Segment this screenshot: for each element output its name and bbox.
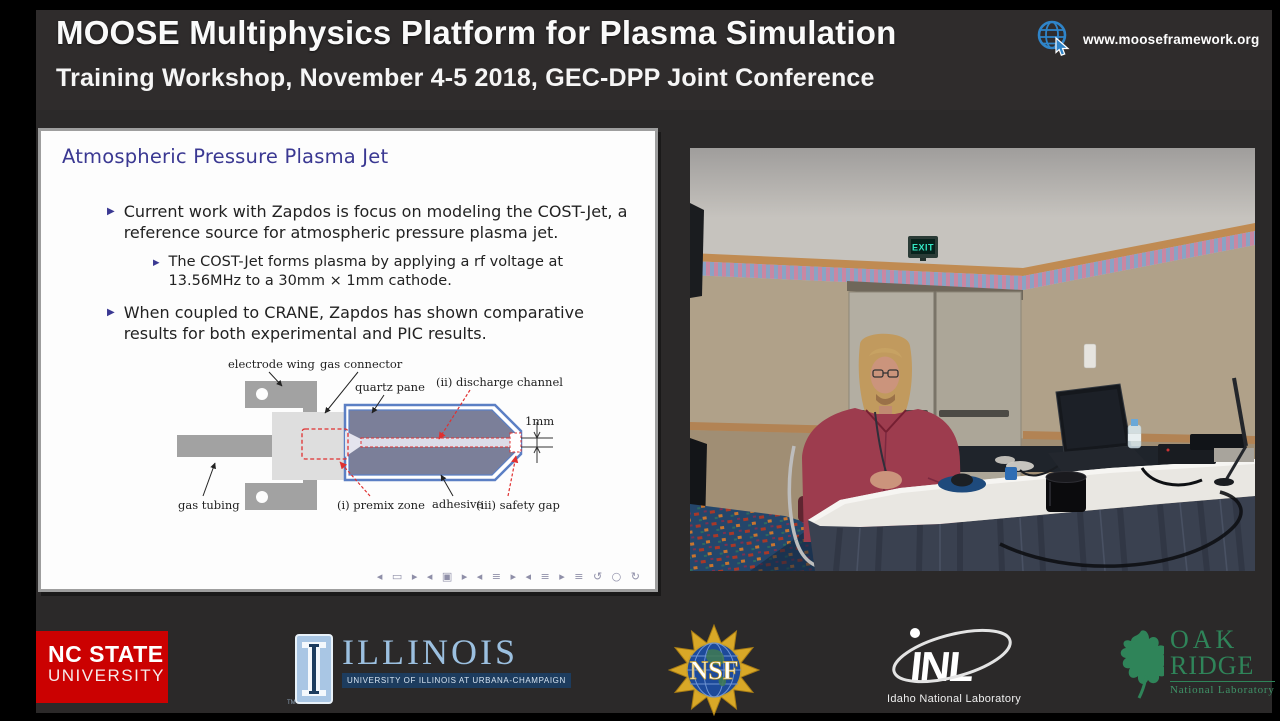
- electrode-wing-bottom: [245, 483, 317, 510]
- bullet-marker-icon: ▶: [107, 306, 115, 318]
- cables: [999, 490, 1243, 568]
- globe-cursor-icon: [1035, 18, 1073, 61]
- premix-funnel: [345, 431, 361, 457]
- label-arrows: [202, 371, 454, 497]
- diagram-label-gas-tubing: gas tubing: [178, 498, 240, 512]
- coffee-mug: [1045, 471, 1087, 512]
- diagram-label-premix-zone: (i) premix zone: [337, 498, 425, 512]
- exit-sign: EXIT: [908, 236, 938, 261]
- ornl-tagline: National Laboratory: [1170, 680, 1275, 696]
- diagram-label-safety-gap: (iii) safety gap: [476, 498, 560, 512]
- inl-tagline: Idaho National Laboratory: [887, 693, 1022, 705]
- bullet-text: Current work with Zapdos is focus on mod…: [123, 202, 628, 243]
- premix-zone-outline: [301, 428, 349, 460]
- costjet-diagram: electrode wing gas connector quartz pane…: [177, 357, 563, 512]
- inl-orbit-icon: [892, 628, 1012, 684]
- wall-trim-wood: [690, 223, 1255, 276]
- gas-connector-block: [272, 412, 345, 480]
- bullet-item: ▶ Current work with Zapdos is focus on m…: [107, 201, 655, 244]
- bullet-marker-icon: ▶: [153, 257, 160, 268]
- dimension-1mm-label: 1mm: [525, 414, 554, 428]
- presenter-video: EXIT: [690, 148, 1255, 573]
- slide-title: Atmospheric Pressure Plasma Jet: [62, 145, 389, 168]
- logo-inl: INL Idaho National Laboratory: [885, 624, 1035, 705]
- logo-nsf: NSF: [667, 623, 761, 721]
- diagram-label-quartz-pane: quartz pane: [355, 380, 425, 394]
- chair-rail-left: [690, 422, 847, 434]
- bullet-item: ▶ The COST-Jet forms plasma by applying …: [153, 253, 655, 291]
- laptop: [1048, 383, 1148, 472]
- beamer-nav-symbols: ◂ ▭ ▸ ◂ ▣ ▸ ◂ ≡ ▸ ◂ ≡ ▸ ≡ ↺ ○ ↻: [376, 570, 643, 583]
- ornl-leaf-icon: [1118, 628, 1169, 707]
- bullet-text: The COST-Jet forms plasma by applying a …: [168, 253, 564, 289]
- diagram-label-gas-connector: gas connector: [320, 357, 403, 371]
- presentation-title: MOOSE Multiphysics Platform for Plasma S…: [56, 14, 897, 51]
- presenter-hand: [870, 471, 902, 489]
- diagram-label-electrode-wing: electrode wing: [228, 357, 316, 371]
- exit-sign-text: EXIT: [912, 243, 934, 253]
- conference-table-top: [808, 459, 1255, 527]
- door-handle-right: [939, 410, 1009, 417]
- presenter-beard: [876, 394, 895, 405]
- presentation-subtitle: Training Workshop, November 4-5 2018, GE…: [56, 64, 875, 92]
- illinois-tm: TM: [287, 700, 296, 706]
- wallpaper-border: [690, 231, 1255, 290]
- computer-mouse: [951, 473, 973, 487]
- illinois-tagline: UNIVERSITY OF ILLINOIS AT URBANA-CHAMPAI…: [342, 673, 571, 688]
- presenter-glasses: [872, 369, 899, 378]
- illinois-wordmark: ILLINOIS: [342, 632, 518, 672]
- logo-ncstate: NC STATE UNIVERSITY: [36, 631, 168, 703]
- ncstate-wordmark: NC STATE: [48, 641, 164, 667]
- website-url: www.mooseframework.org: [1083, 32, 1260, 47]
- logo-illinois: TM ILLINOIS UNIVERSITY OF ILLINOIS AT UR…: [287, 632, 571, 709]
- diagram-label-discharge-channel: (ii) discharge channel: [436, 375, 563, 389]
- dimension-lines: [521, 422, 553, 463]
- lanyard: [874, 411, 887, 473]
- bullet-item: ▶ When coupled to CRANE, Zapdos has show…: [107, 302, 655, 345]
- bullet-marker-icon: ▶: [107, 206, 115, 217]
- water-bottle: [1127, 419, 1142, 449]
- bullet-list: ▶ Current work with Zapdos is focus on m…: [41, 201, 655, 353]
- illinois-column-icon: TM: [287, 634, 333, 709]
- logo-ornl: OAK RIDGE National Laboratory: [1118, 625, 1275, 707]
- presenter-face: [870, 356, 900, 394]
- nsf-acronym: NSF: [689, 656, 738, 685]
- bullet-text: When coupled to CRANE, Zapdos has shown …: [123, 302, 584, 344]
- header-bar: [36, 10, 1272, 110]
- ornl-wordmark-line2: RIDGE: [1170, 650, 1255, 680]
- red-label-arrows: [339, 389, 519, 497]
- ornl-wordmark-line1: OAK: [1170, 625, 1239, 654]
- slide-panel: Atmospheric Pressure Plasma Jet ▶ Curren…: [38, 128, 658, 592]
- gas-tubing-shape: [177, 435, 273, 457]
- tv-screen-left-upper: [690, 203, 704, 298]
- conference-room-scene: EXIT: [690, 148, 1255, 573]
- thermostat: [1083, 343, 1097, 369]
- diagram-label-adhesive: adhesive: [432, 497, 484, 511]
- safety-gap-marker: [509, 432, 522, 453]
- website-link: www.mooseframework.org: [1035, 18, 1259, 61]
- discharge-channel: [360, 437, 516, 448]
- mic-stand: [1214, 377, 1248, 486]
- small-blue-item: [1005, 467, 1017, 480]
- ncstate-subtext: UNIVERSITY: [48, 666, 166, 686]
